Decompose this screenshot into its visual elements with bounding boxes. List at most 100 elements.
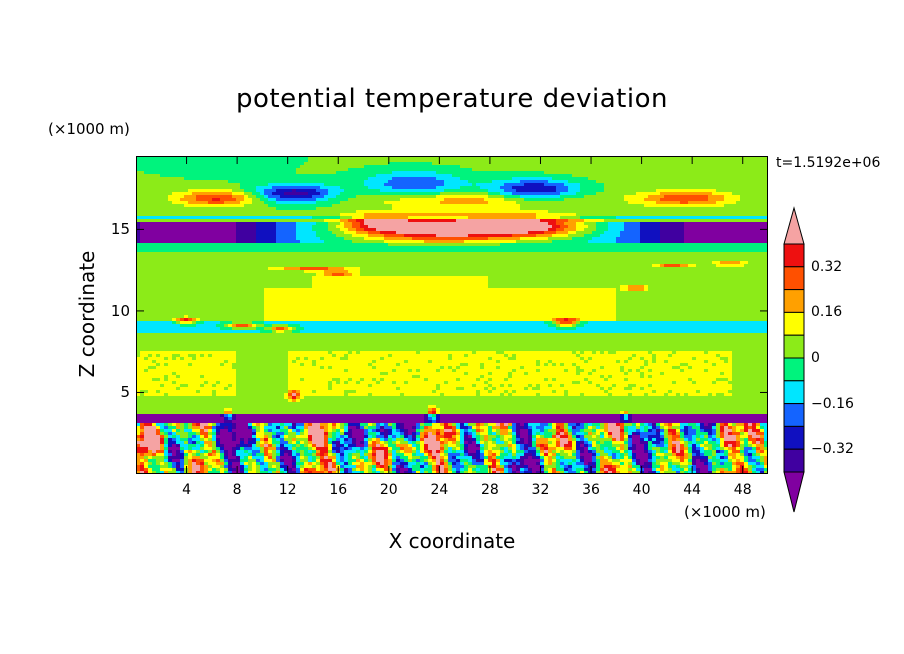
heatmap-cell [372,444,377,448]
heatmap-cell [660,465,665,469]
heatmap-cell [572,453,577,457]
heatmap-cell [468,465,477,469]
heatmap-cell [300,432,305,436]
heatmap-cell [624,444,629,448]
heatmap-cell [520,366,525,370]
heatmap-cell [280,468,285,472]
heatmap-cell [344,390,357,394]
heatmap-cell [420,438,425,442]
heatmap-cell [164,426,169,430]
heatmap-cell [344,423,349,427]
heatmap-cell [728,468,733,472]
heatmap-cell [584,195,625,199]
heatmap-cell [336,426,341,430]
heatmap-cell [740,438,745,442]
heatmap-cell [348,393,369,397]
heatmap-cell [748,462,757,466]
heatmap-cell [672,381,677,385]
heatmap-cell [688,441,693,445]
heatmap-cell [736,447,741,451]
heatmap-cell [160,444,165,448]
heatmap-cell [252,468,257,472]
heatmap-cell [648,384,653,388]
heatmap-cell [232,324,237,328]
heatmap-cell [692,426,701,430]
x-tick-label: 28 [480,482,499,498]
heatmap-cell [456,366,461,370]
heatmap-cell [724,198,741,202]
heatmap-cell [568,225,577,229]
heatmap-cell [388,432,393,436]
heatmap-cell [288,471,297,474]
heatmap-cell [644,288,649,292]
heatmap-cell [336,441,341,445]
heatmap-cell [376,426,381,430]
heatmap-cell [156,390,161,394]
heatmap-cell [528,435,533,439]
heatmap-cell [348,447,353,451]
heatmap-cell [484,453,489,457]
heatmap-cell [156,363,161,367]
heatmap-cell [544,426,553,430]
heatmap-cell [204,453,209,457]
heatmap-cell [476,468,481,472]
heatmap-cell [296,432,301,436]
heatmap-cell [480,363,485,367]
heatmap-cell [552,471,557,474]
heatmap-cell [400,459,405,463]
heatmap-cell [256,459,261,463]
heatmap-cell [408,216,469,220]
heatmap-cell [440,459,445,463]
heatmap-cell [192,363,221,367]
heatmap-cell [608,423,617,427]
heatmap-cell [364,447,369,451]
heatmap-cell [200,426,205,430]
heatmap-cell [280,450,285,454]
heatmap-cell [300,363,305,367]
heatmap-cell [180,450,185,454]
heatmap-cell [716,468,721,472]
heatmap-cell [440,411,621,415]
heatmap-cell [296,444,301,448]
heatmap-cell [272,465,277,469]
heatmap-cell [344,438,349,442]
heatmap-cell [456,423,461,427]
heatmap-cell [364,462,373,466]
heatmap-cell [640,369,649,373]
heatmap-cell [244,450,249,454]
heatmap-cell [760,456,765,460]
heatmap-cell [196,357,237,361]
heatmap-cell [756,450,761,454]
heatmap-cell [728,447,733,451]
heatmap-cell [236,417,425,421]
heatmap-cell [404,432,409,436]
heatmap-cell [280,423,285,427]
heatmap-cell [436,177,461,181]
heatmap-cell [696,465,709,469]
heatmap-cell [576,225,589,229]
heatmap-cell [760,429,765,433]
heatmap-cell [136,441,161,445]
heatmap-cell [448,453,461,457]
heatmap-cell [264,312,617,316]
heatmap-cell [592,462,597,466]
heatmap-cell [460,429,465,433]
heatmap-cell [352,234,369,238]
heatmap-cell [428,405,437,409]
heatmap-cell [576,366,581,370]
heatmap-cell [636,462,641,466]
heatmap-cell [760,471,765,474]
heatmap-cell [444,435,453,439]
heatmap-cell [264,192,273,196]
heatmap-cell [232,465,241,469]
heatmap-cell [584,435,593,439]
heatmap-cell [488,201,517,205]
x-tick-label: 8 [232,482,242,498]
heatmap-cell [716,429,721,433]
heatmap-cell [436,387,441,391]
heatmap-cell [292,327,297,331]
heatmap-cell [264,189,277,193]
heatmap-cell [524,459,541,463]
heatmap-cell [620,414,625,418]
heatmap-cell [156,432,161,436]
